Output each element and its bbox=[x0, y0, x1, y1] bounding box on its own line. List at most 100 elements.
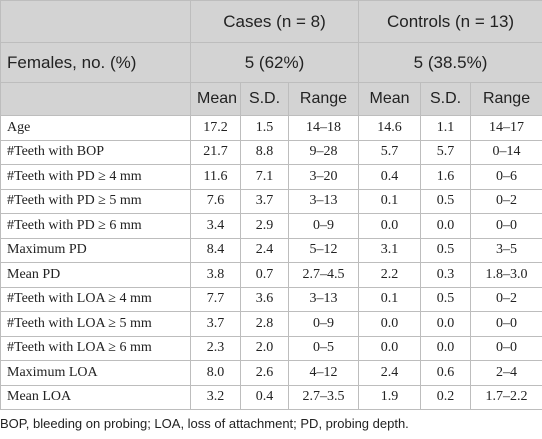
row-label: #Teeth with BOP bbox=[0, 139, 191, 165]
cell: 0–6 bbox=[470, 164, 542, 190]
table: Cases (n = 8) Controls (n = 13) Females, n… bbox=[0, 0, 542, 410]
cell: 0.4 bbox=[240, 384, 289, 410]
cell: 7.6 bbox=[190, 188, 241, 214]
row-label: Females, no. (%) bbox=[0, 42, 191, 83]
cell: 2.3 bbox=[190, 335, 241, 361]
cell: 0.0 bbox=[358, 335, 422, 361]
footnote: BOP, bleeding on probing; LOA, loss of a… bbox=[0, 416, 409, 431]
table-row: #Teeth with LOA ≥ 6 mm 2.3 2.0 0–5 0.0 0.0 0–0 bbox=[0, 335, 542, 361]
cell: 2.9 bbox=[240, 213, 289, 239]
row-label: Mean PD bbox=[0, 262, 191, 288]
table-row: Maximum PD 8.4 2.4 5–12 3.1 0.5 3–5 bbox=[0, 237, 542, 263]
cell: 3.6 bbox=[240, 286, 289, 312]
cell: 2.7–4.5 bbox=[287, 262, 360, 288]
row-label: #Teeth with LOA ≥ 4 mm bbox=[0, 286, 191, 312]
cell: 2.8 bbox=[240, 311, 289, 337]
cell: 1.1 bbox=[420, 115, 472, 141]
cell: 0.2 bbox=[420, 384, 472, 410]
row-label: Maximum PD bbox=[0, 237, 191, 263]
group-header: Controls (n = 13) bbox=[358, 0, 542, 43]
cell: 0.1 bbox=[358, 286, 422, 312]
cell: 5 (38.5%) bbox=[358, 42, 542, 83]
cell: 2.7–3.5 bbox=[287, 384, 360, 410]
table-row: #Teeth with PD ≥ 6 mm 3.4 2.9 0–9 0.0 0.0 0–0 bbox=[0, 213, 542, 239]
cell: 0–0 bbox=[470, 335, 542, 361]
column-header: S.D. bbox=[240, 82, 289, 116]
cell: 0–2 bbox=[470, 286, 542, 312]
cell: 0.7 bbox=[240, 262, 289, 288]
group-header: Cases (n = 8) bbox=[189, 0, 360, 43]
cell: 7.7 bbox=[190, 286, 241, 312]
cell: 4–12 bbox=[287, 360, 360, 386]
row-label: #Teeth with LOA ≥ 6 mm bbox=[0, 335, 191, 361]
cell: 0–14 bbox=[470, 139, 542, 165]
row-label: #Teeth with LOA ≥ 5 mm bbox=[0, 311, 191, 337]
cell: 0.5 bbox=[420, 237, 472, 263]
cell: 5.7 bbox=[420, 139, 472, 165]
cell: 2.6 bbox=[240, 360, 289, 386]
corner-cell bbox=[0, 0, 191, 43]
cell: 5.7 bbox=[358, 139, 422, 165]
cell: 0–0 bbox=[470, 311, 542, 337]
cell: 2.4 bbox=[358, 360, 422, 386]
cell: 0.0 bbox=[420, 213, 472, 239]
table-row: #Teeth with PD ≥ 4 mm 11.6 7.1 3–20 0.4 1.6 0–… bbox=[0, 164, 542, 190]
cell: 2.2 bbox=[358, 262, 422, 288]
column-header: Range bbox=[470, 82, 542, 116]
cell: 8.8 bbox=[240, 139, 289, 165]
cell: 0.5 bbox=[420, 188, 472, 214]
cell: 0.0 bbox=[358, 311, 422, 337]
cell: 0–0 bbox=[470, 213, 542, 239]
cell: 2–4 bbox=[470, 360, 542, 386]
cell: 8.4 bbox=[190, 237, 241, 263]
cell: 3–5 bbox=[470, 237, 542, 263]
cell: 0.0 bbox=[358, 213, 422, 239]
cell: 0.3 bbox=[420, 262, 472, 288]
cell: 5 (62%) bbox=[189, 42, 360, 83]
cell: 3–13 bbox=[287, 188, 360, 214]
cell: 1.8–3.0 bbox=[470, 262, 542, 288]
cell: 0–9 bbox=[287, 311, 360, 337]
cell: 3–20 bbox=[287, 164, 360, 190]
row-label: Age bbox=[0, 115, 191, 141]
column-header: Mean bbox=[358, 82, 422, 116]
table-row: #Teeth with LOA ≥ 4 mm 7.7 3.6 3–13 0.1 0.5 0–… bbox=[0, 286, 542, 312]
table-row: #Teeth with BOP 21.7 8.8 9–28 5.7 5.7 0–14 bbox=[0, 139, 542, 165]
cell: 14–18 bbox=[287, 115, 360, 141]
column-header: Range bbox=[287, 82, 360, 116]
cell: 2.0 bbox=[240, 335, 289, 361]
cell: 3.2 bbox=[190, 384, 241, 410]
row-label: Mean LOA bbox=[0, 384, 191, 410]
column-header: S.D. bbox=[420, 82, 472, 116]
table-row: Age 17.2 1.5 14–18 14.6 1.1 14–17 bbox=[0, 115, 542, 141]
cell: 3.7 bbox=[240, 188, 289, 214]
cell: 7.1 bbox=[240, 164, 289, 190]
cell: 21.7 bbox=[190, 139, 241, 165]
cell: 0.0 bbox=[420, 311, 472, 337]
cell: 14.6 bbox=[358, 115, 422, 141]
cell: 3.7 bbox=[190, 311, 241, 337]
table-row: Cases (n = 8) Controls (n = 13) bbox=[0, 0, 542, 43]
cell: 0.1 bbox=[358, 188, 422, 214]
row-label: #Teeth with PD ≥ 4 mm bbox=[0, 164, 191, 190]
table-row: Maximum LOA 8.0 2.6 4–12 2.4 0.6 2–4 bbox=[0, 360, 542, 386]
cell: 1.9 bbox=[358, 384, 422, 410]
cell: 1.5 bbox=[240, 115, 289, 141]
cell: 8.0 bbox=[190, 360, 241, 386]
cell: 5–12 bbox=[287, 237, 360, 263]
cell: 1.7–2.2 bbox=[470, 384, 542, 410]
cell: 14–17 bbox=[470, 115, 542, 141]
row-label: #Teeth with PD ≥ 6 mm bbox=[0, 213, 191, 239]
cell: 1.6 bbox=[420, 164, 472, 190]
cell: 0.5 bbox=[420, 286, 472, 312]
table-row: #Teeth with LOA ≥ 5 mm 3.7 2.8 0–9 0.0 0.0 0–0 bbox=[0, 311, 542, 337]
cell: 11.6 bbox=[190, 164, 241, 190]
row-label: Maximum LOA bbox=[0, 360, 191, 386]
cell: 3.4 bbox=[190, 213, 241, 239]
column-header: Mean bbox=[190, 82, 241, 116]
cell: 0–5 bbox=[287, 335, 360, 361]
table-row: Mean PD 3.8 0.7 2.7–4.5 2.2 0.3 1.8–3.0 bbox=[0, 262, 542, 288]
row-label: #Teeth with PD ≥ 5 mm bbox=[0, 188, 191, 214]
cell: 2.4 bbox=[240, 237, 289, 263]
